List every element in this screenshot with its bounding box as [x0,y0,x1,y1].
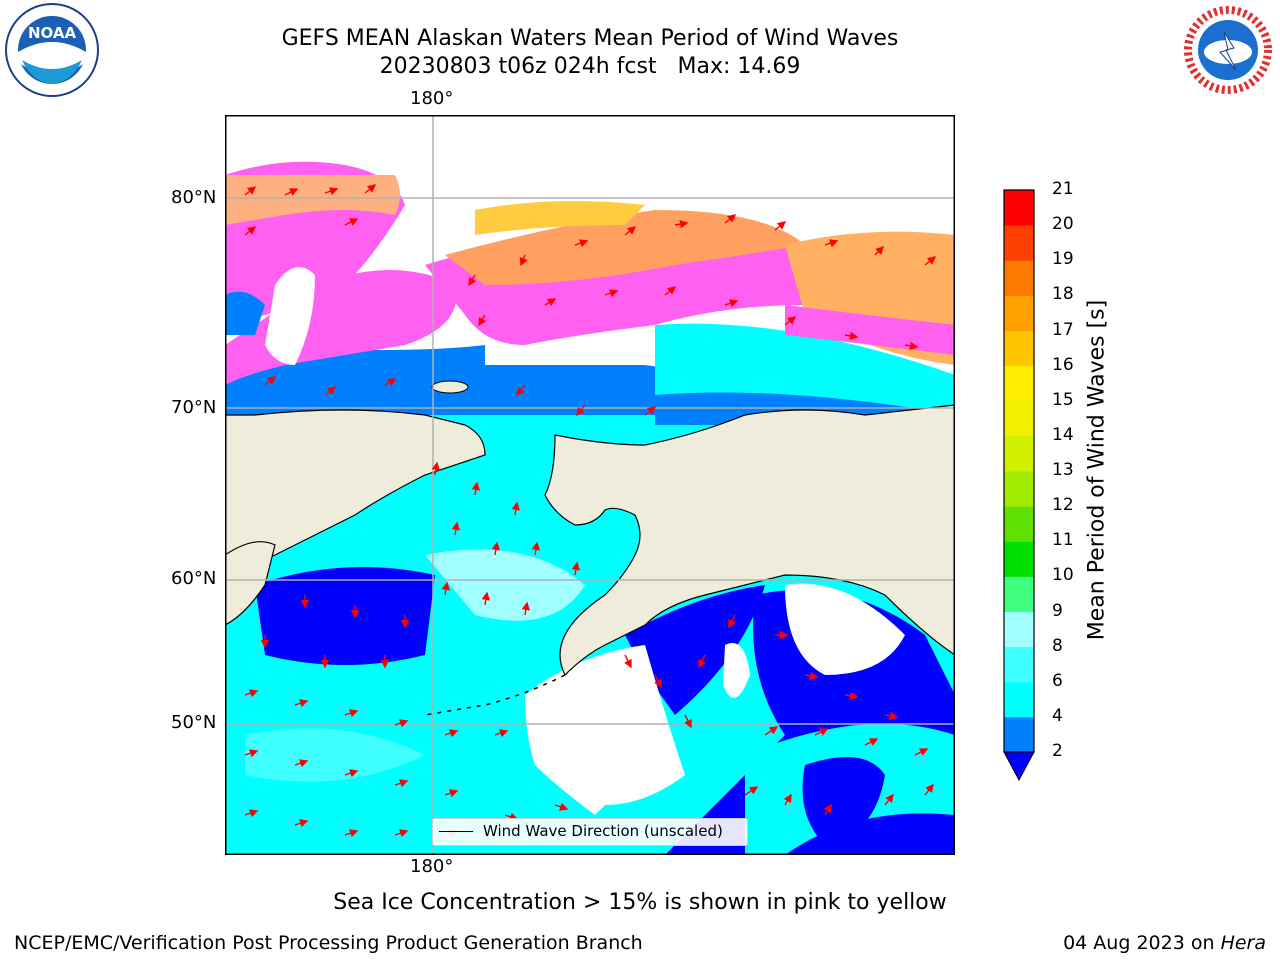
colorbar-tick-label: 2 [1052,741,1063,761]
colorbar-tick-label: 11 [1052,530,1074,551]
map-panel [225,115,955,855]
colorbar-segment [1004,330,1034,367]
colorbar-tick-label: 18 [1052,284,1074,305]
lat-label-80: 80°N [171,187,217,208]
colorbar-tick-label: 21 [1052,179,1074,199]
colorbar-tick-label: 15 [1052,389,1074,410]
no-data-area [785,583,905,675]
lat-label-50: 50°N [171,712,217,733]
colorbar-tick-label: 10 [1052,565,1074,586]
map-frame [225,115,955,855]
wave-field-blue [802,757,885,845]
footer-date-text: 04 Aug 2023 on [1063,932,1221,954]
footer-credit: NCEP/EMC/Verification Post Processing Pr… [14,932,643,954]
lat-label-60: 60°N [171,568,217,589]
colorbar-tick-label: 14 [1052,424,1074,445]
no-data-area [723,643,750,698]
colorbar-segment [1004,225,1034,261]
colorbar [1003,189,1035,782]
colorbar-segment [1004,400,1034,437]
colorbar-segment [1004,295,1034,331]
land-alaska [544,404,955,677]
colorbar-tick-label: 8 [1052,635,1063,656]
colorbar-tick-label: 6 [1052,670,1063,691]
colorbar-segment [1004,681,1034,718]
wave-field-blue [255,567,435,665]
colorbar-segment [1004,190,1034,226]
colorbar-segment [1004,365,1034,402]
colorbar-segment [1004,435,1034,472]
legend-label: Wind Wave Direction (unscaled) [483,822,723,840]
colorbar-segment [1004,576,1034,612]
lon-label-bottom: 180° [410,856,454,877]
wave-field-light [425,549,585,621]
colorbar-segment [1004,541,1034,577]
noaa-logo: NOAA [5,3,99,97]
map-title: GEFS MEAN Alaskan Waters Mean Period of … [281,26,899,51]
colorbar-tick-label: 13 [1052,460,1074,480]
colorbar-tick-label: 16 [1052,354,1074,375]
colorbar-tick-label: 20 [1052,214,1074,235]
no-data-area [525,645,685,815]
colorbar-segment [1004,646,1034,683]
colorbar-tick-label: 9 [1052,600,1063,621]
legend-line-swatch [439,831,473,832]
footer-date: 04 Aug 2023 on Hera [1063,932,1266,954]
colorbar-segment [1004,471,1034,507]
wind-wave-arrows [244,184,937,838]
wave-field-light [245,728,425,782]
footer-machine: Hera [1220,932,1266,954]
map-subtitle: 20230803 t06z 024h fcst Max: 14.69 [379,54,801,79]
lat-label-70: 70°N [171,397,217,418]
aleutian-islands [424,674,566,716]
colorbar-tick-label: 19 [1052,249,1074,270]
colorbar-segment [1004,716,1034,753]
lon-label-top: 180° [410,88,454,109]
land-kamchatka [225,541,276,626]
svg-text:NOAA: NOAA [28,24,77,42]
map-legend: Wind Wave Direction (unscaled) [432,818,748,846]
graticule [225,115,955,855]
nws-logo [1182,4,1274,96]
colorbar-segment [1004,611,1034,648]
colorbar-tick-label: 12 [1052,495,1074,516]
caption: Sea Ice Concentration > 15% is shown in … [333,890,947,915]
colorbar-label: Mean Period of Wind Waves [s] [1084,299,1110,641]
colorbar-tick-label: 4 [1052,705,1063,726]
colorbar-tick-label: 17 [1052,319,1074,340]
colorbar-segment [1004,260,1034,296]
colorbar-segment [1004,506,1034,542]
